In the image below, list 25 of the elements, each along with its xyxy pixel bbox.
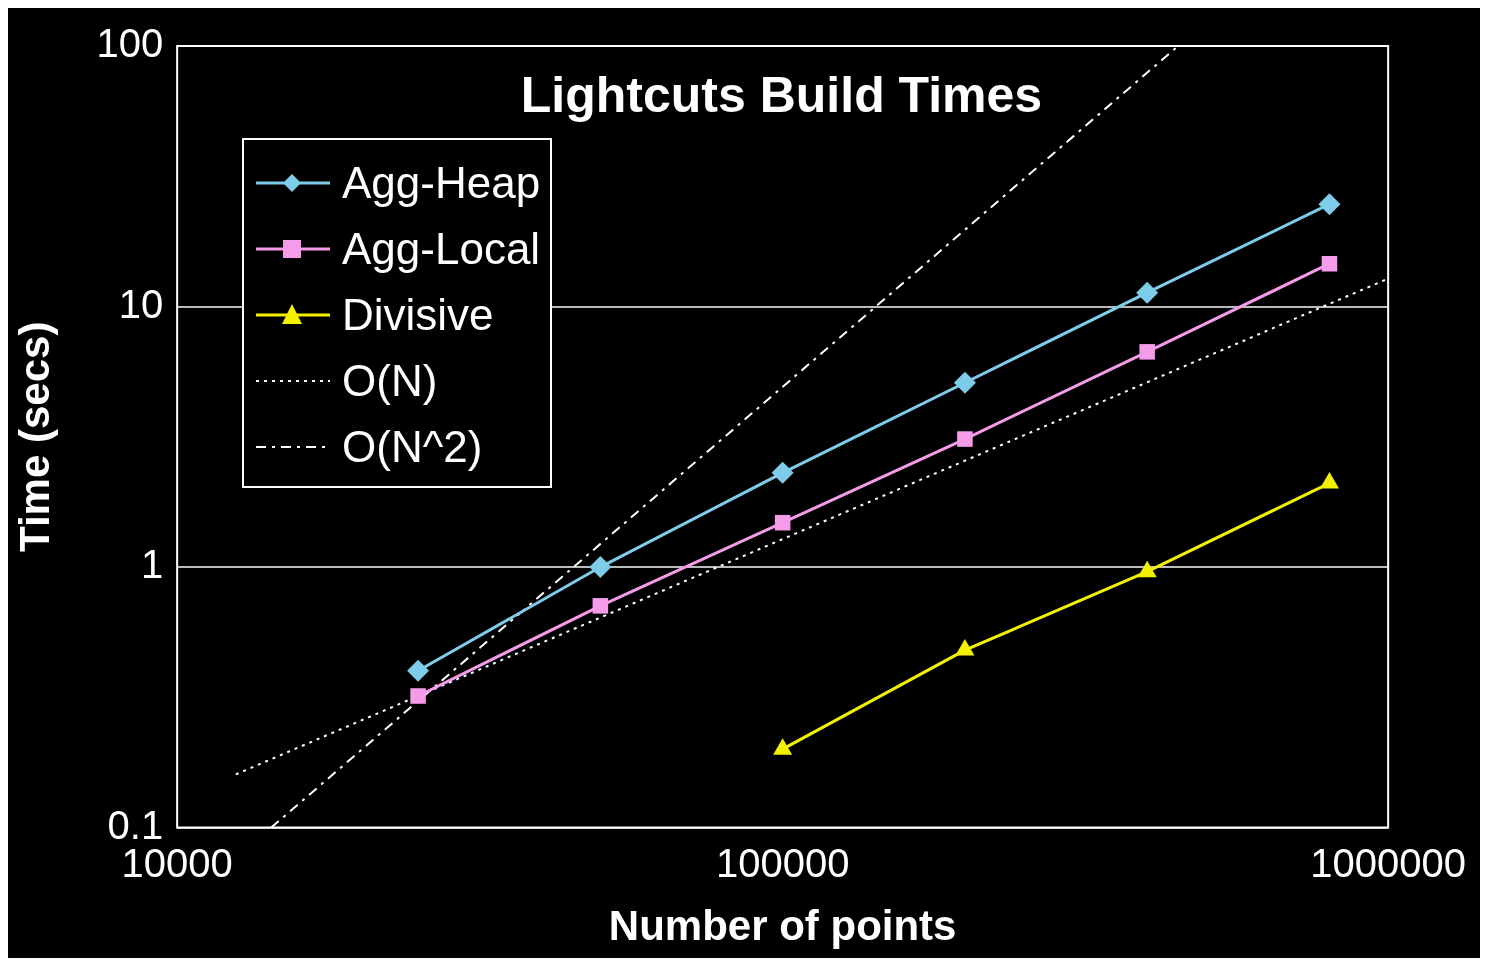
point: [410, 688, 426, 704]
point: [1136, 281, 1159, 304]
y-axis-title: Time (secs): [10, 321, 58, 552]
point: [774, 514, 791, 531]
x-tick-label: 100000: [715, 840, 850, 885]
point: [407, 659, 430, 682]
y-tick-label: 1: [140, 542, 164, 587]
point: [592, 598, 609, 614]
point: [1321, 255, 1338, 272]
point: [957, 431, 973, 447]
y-tick-label: 10: [118, 281, 164, 326]
legend-label: O(N): [342, 356, 438, 406]
x-axis-title: Number of points: [608, 902, 957, 950]
point: [771, 461, 794, 484]
x-tick-label: 1000000: [1310, 840, 1467, 885]
chart-title: Lightcuts Build Times: [519, 66, 1044, 124]
legend-label: Agg-Local: [342, 224, 541, 274]
point: [589, 556, 612, 579]
point: [1139, 344, 1155, 360]
point: [953, 371, 976, 394]
legend-label: O(N^2): [342, 422, 483, 472]
legend-label: Divisive: [342, 290, 494, 340]
y-tick-label: 100: [96, 21, 164, 66]
legend-label: Agg-Heap: [342, 158, 541, 208]
point: [1318, 193, 1341, 216]
